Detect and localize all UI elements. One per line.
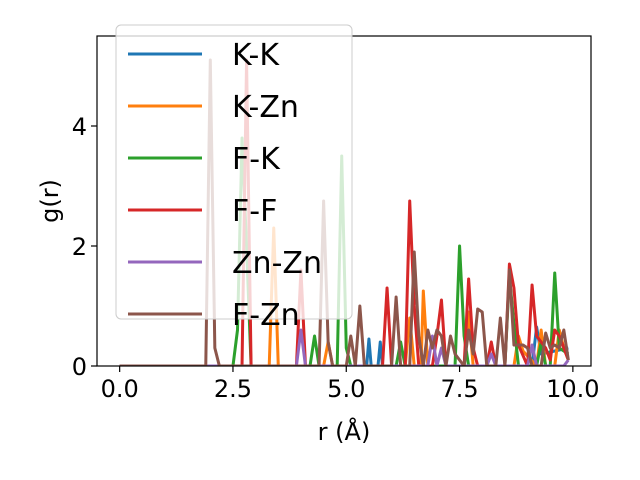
y-tick-label: 0 <box>72 353 87 381</box>
series-layer <box>119 58 570 366</box>
x-tick-label: 2.5 <box>214 375 252 403</box>
x-tick-label: 0.0 <box>101 375 139 403</box>
x-tick-label: 5.0 <box>327 375 365 403</box>
series-line-f-f <box>119 58 570 366</box>
y-axis-label: g(r) <box>36 179 64 223</box>
legend-box <box>115 24 353 320</box>
y-axis: 0 2 4 <box>72 113 97 381</box>
legend-label-f-f: F-F <box>232 194 277 229</box>
series-line-f-zn <box>119 58 570 366</box>
legend-label-f-k: F-K <box>232 142 281 177</box>
legend-label-f-zn: F-Zn <box>232 298 300 333</box>
x-axis: 0.0 2.5 5.0 7.5 10.0 <box>101 366 600 403</box>
legend-label-k-zn: K-Zn <box>232 90 299 125</box>
y-tick-label: 4 <box>72 113 87 141</box>
x-tick-label: 7.5 <box>440 375 478 403</box>
x-tick-label: 10.0 <box>546 375 599 403</box>
legend-label-zn-zn: Zn-Zn <box>232 246 322 281</box>
legend: K-K K-Zn F-K F-F Zn-Zn F-Zn <box>115 24 353 333</box>
x-axis-label: r (Å) <box>318 417 371 446</box>
y-tick-label: 2 <box>72 233 87 261</box>
legend-label-k-k: K-K <box>232 38 280 73</box>
series-line-zn-zn <box>119 328 570 366</box>
